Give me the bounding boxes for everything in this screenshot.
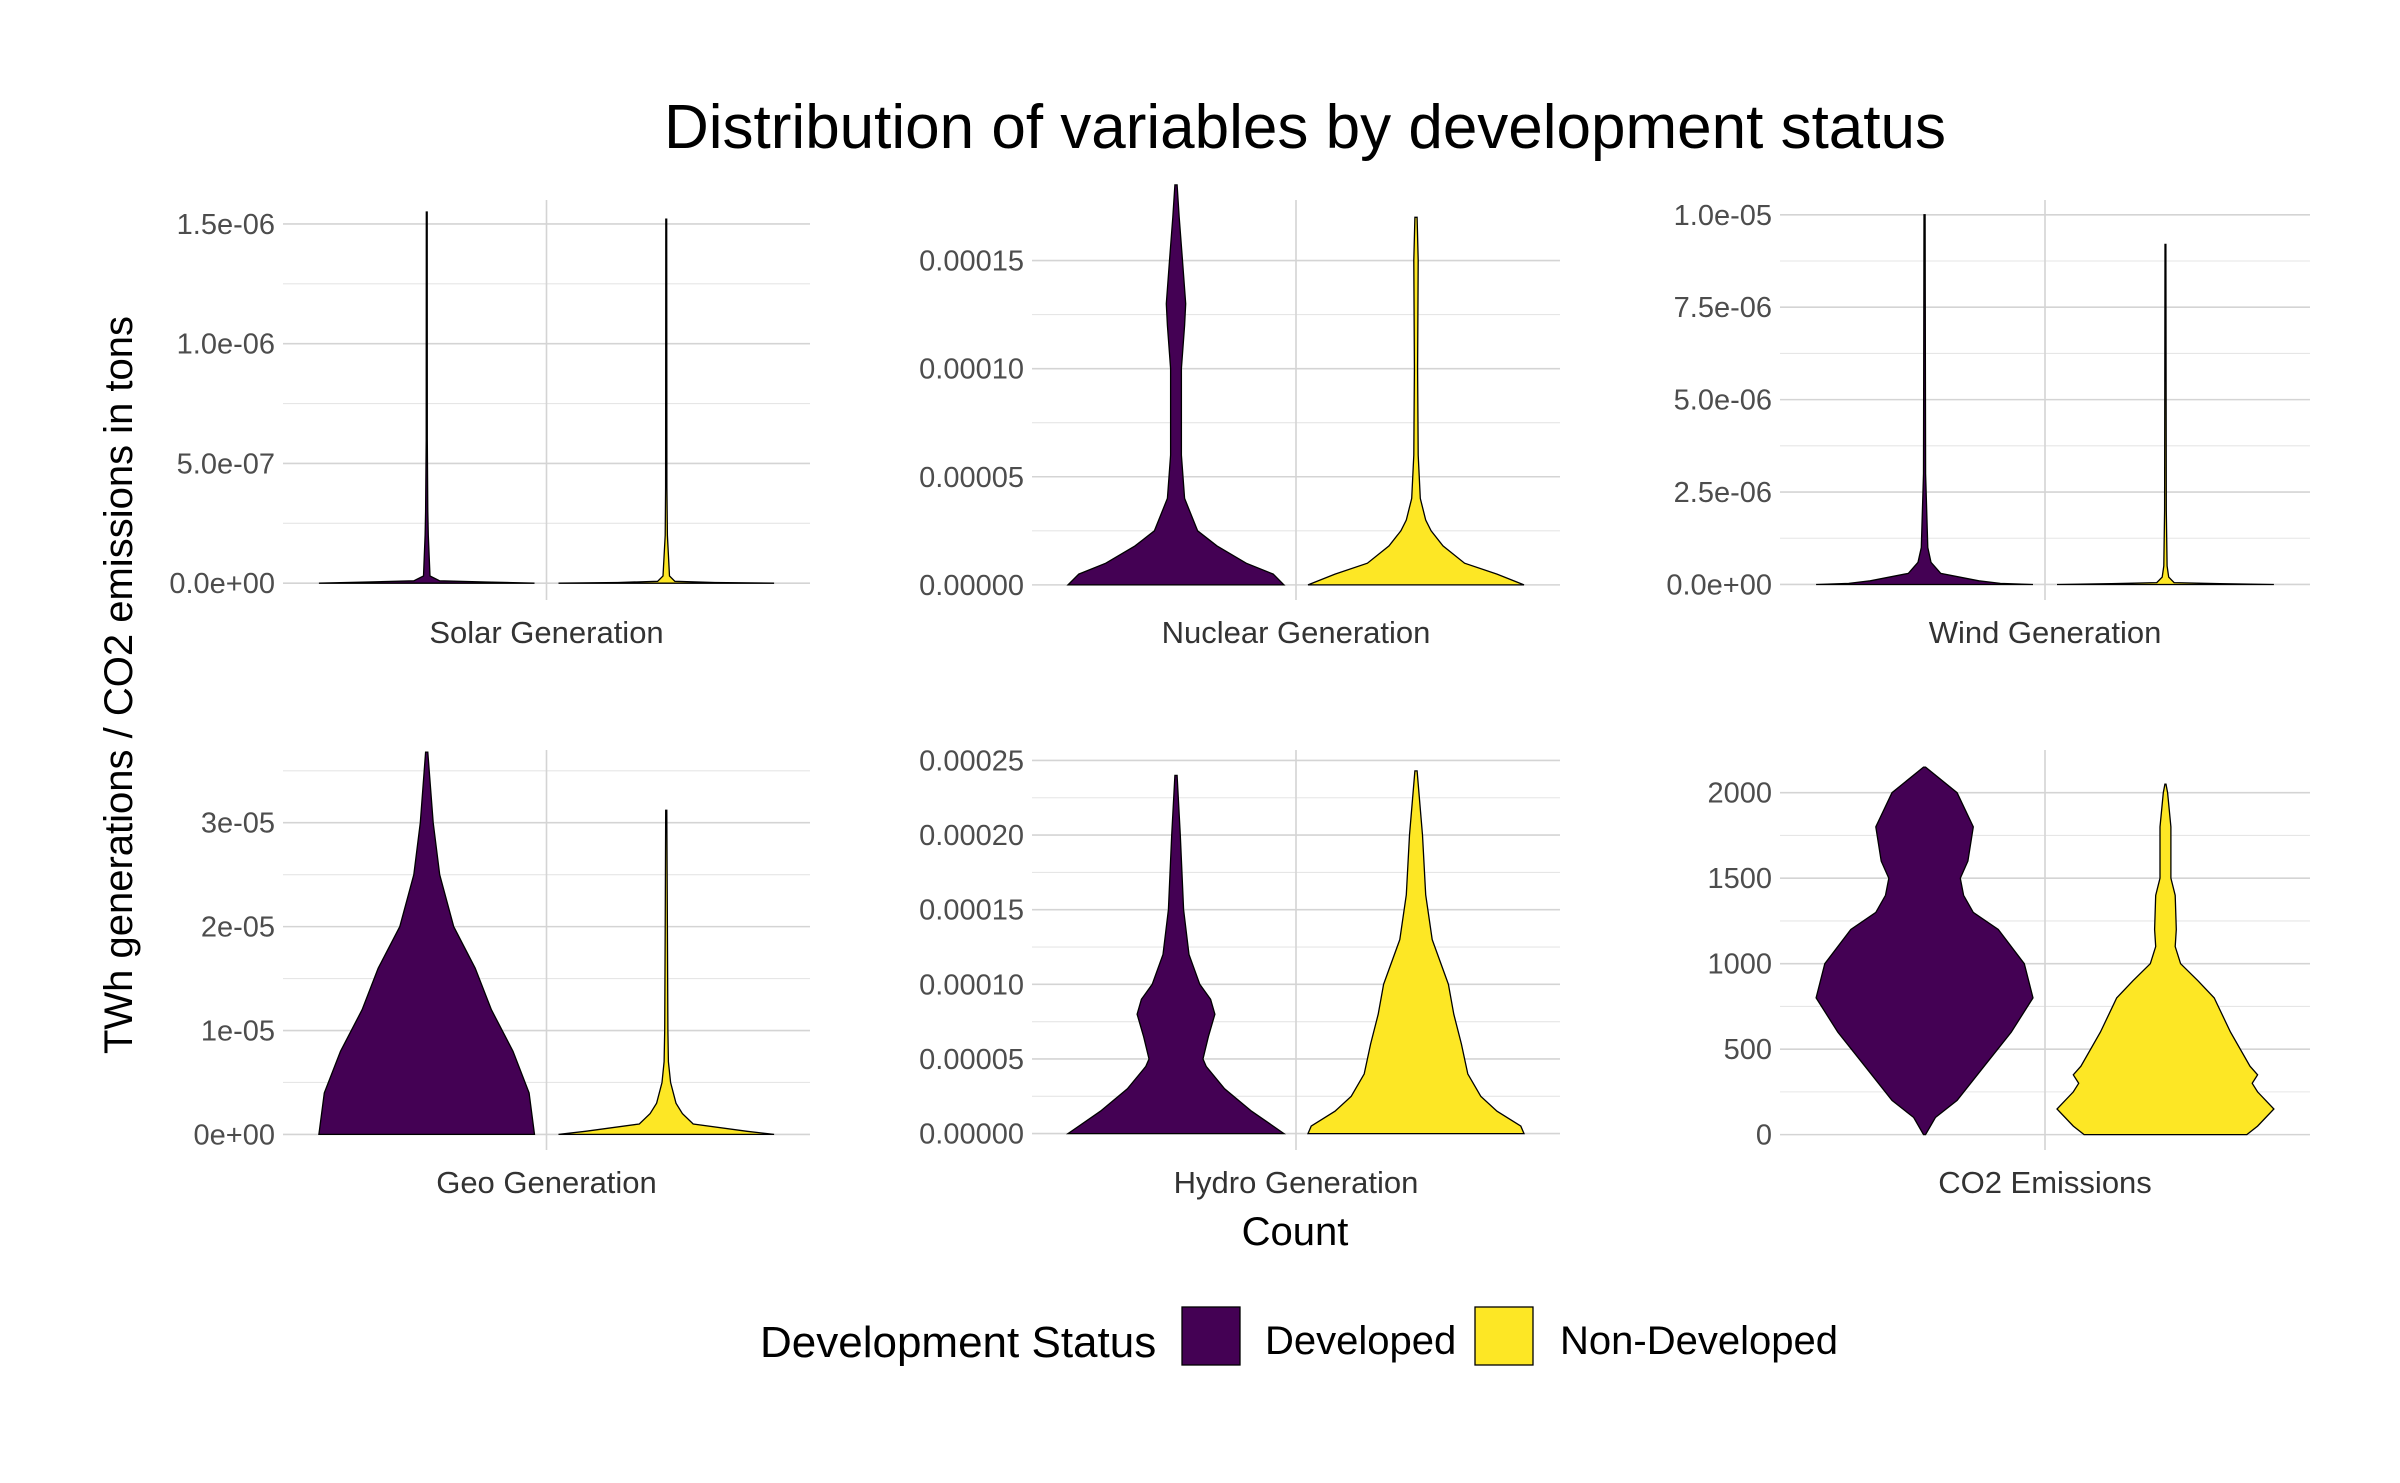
y-tick-label: 0.0e+00: [169, 568, 275, 600]
legend-title: Development Status: [760, 1318, 1156, 1367]
y-tick-label: 0.00000: [919, 1119, 1024, 1151]
facet-wind-generation: 0.0e+00 2.5e-06 5.0e-06 7.5e-06 1.0e-05 Wind …: [1666, 200, 2310, 650]
y-tick-label: 5.0e-07: [177, 448, 275, 480]
y-tick-label: 0.00015: [919, 246, 1024, 278]
legend-swatch-non-developed: [1474, 1306, 1534, 1366]
y-tick-label: 1e-05: [201, 1016, 275, 1048]
violin-developed: [1065, 774, 1287, 1135]
y-tick-label: 0.00025: [919, 745, 1024, 777]
facet-hydro-generation: 0.00000 0.00005 0.00010 0.00015 0.00020 0.000…: [919, 745, 1560, 1200]
y-tick-label: 0.00000: [919, 570, 1024, 602]
facet-panels: 0.0e+00 5.0e-07 1.0e-06 1.5e-06 Solar Genera…: [169, 184, 2310, 1200]
y-tick-label: 0.00010: [919, 969, 1024, 1001]
y-tick-label: 0.00005: [919, 462, 1024, 494]
y-tick-label: 0.0e+00: [1666, 569, 1772, 601]
y-tick-label: 0: [1756, 1120, 1772, 1152]
violin-non-developed: [1307, 770, 1525, 1135]
violin-non-developed: [2056, 243, 2274, 586]
y-tick-label: 2000: [1707, 778, 1772, 810]
legend-label-developed: Developed: [1265, 1319, 1456, 1363]
y-tick-label: 2e-05: [201, 912, 275, 944]
violin-developed: [318, 751, 536, 1136]
y-tick-label: 5.0e-06: [1674, 385, 1772, 417]
y-tick-label: 3e-05: [201, 808, 275, 840]
y-tick-label: 1500: [1707, 863, 1772, 895]
violin-non-developed: [558, 809, 775, 1136]
y-tick-label: 2.5e-06: [1674, 477, 1772, 509]
facet-label: Hydro Generation: [1174, 1165, 1419, 1200]
y-tick-label: 500: [1724, 1034, 1772, 1066]
legend-label-non-developed: Non-Developed: [1560, 1319, 1838, 1363]
violin-developed: [318, 211, 535, 584]
y-tick-label: 7.5e-06: [1674, 292, 1772, 324]
facet-nuclear-generation: 0.00000 0.00005 0.00010 0.00015 Nuclear Gene…: [919, 184, 1560, 650]
legend: Development Status Developed Non-Develop…: [760, 1306, 1838, 1367]
chart-title: Distribution of variables by development…: [664, 93, 1946, 162]
facet-label: CO2 Emissions: [1938, 1165, 2152, 1200]
facet-solar-generation: 0.0e+00 5.0e-07 1.0e-06 1.5e-06 Solar Genera…: [169, 200, 810, 650]
x-axis-label: Count: [1242, 1210, 1349, 1254]
y-tick-label: 0e+00: [194, 1119, 275, 1151]
violin-non-developed: [1307, 216, 1525, 586]
violin-developed: [1816, 214, 2034, 586]
y-tick-label: 1.0e-06: [177, 329, 275, 361]
violin-non-developed: [2056, 783, 2275, 1136]
y-tick-label: 1000: [1707, 949, 1772, 981]
facet-co2-emissions: 0 500 1000 1500 2000 CO2 Emissions: [1707, 750, 2310, 1200]
violin-developed: [1066, 184, 1286, 586]
y-tick-label: 0.00020: [919, 820, 1024, 852]
facet-label: Solar Generation: [429, 615, 663, 650]
facet-label: Wind Generation: [1929, 615, 2162, 650]
y-tick-label: 0.00015: [919, 895, 1024, 927]
y-tick-label: 0.00010: [919, 354, 1024, 386]
facet-geo-generation: 0e+00 1e-05 2e-05 3e-05 Geo Generation: [194, 750, 810, 1200]
y-tick-label: 1.5e-06: [177, 209, 275, 241]
violin-non-developed: [558, 218, 775, 584]
violin-developed: [1815, 766, 2034, 1136]
facet-label: Nuclear Generation: [1162, 615, 1431, 650]
y-tick-label: 1.0e-05: [1674, 200, 1772, 232]
facet-label: Geo Generation: [436, 1165, 657, 1200]
legend-swatch-developed: [1181, 1306, 1241, 1366]
y-axis-label: TWh generations / CO2 emissions in tons: [97, 316, 141, 1054]
y-tick-label: 0.00005: [919, 1044, 1024, 1076]
